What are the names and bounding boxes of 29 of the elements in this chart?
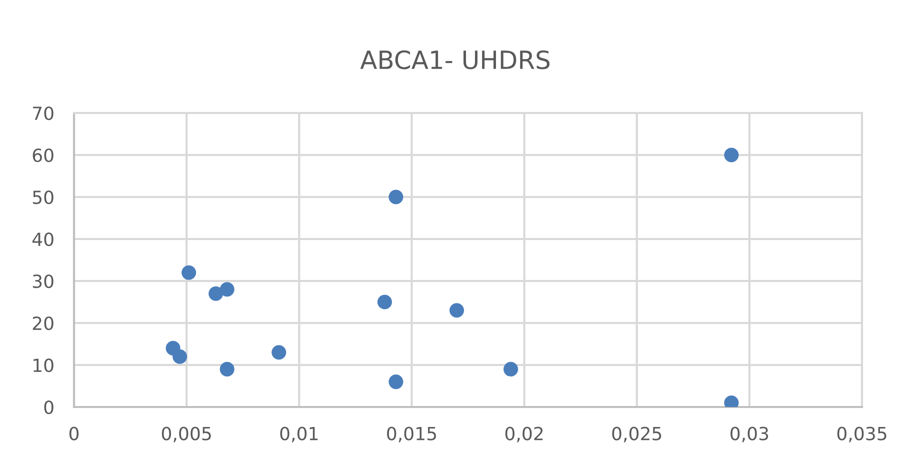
y-tick-label: 20 (32, 316, 54, 330)
x-tick-label: 0,01 (280, 426, 318, 442)
point (172, 349, 188, 364)
y-tick-label: 30 (32, 274, 54, 288)
chart-title: ABCA1- UHDRS (360, 50, 550, 70)
y-tick-label: 40 (32, 232, 54, 246)
x-tick-label: 0,015 (387, 426, 436, 442)
point (208, 286, 224, 301)
x-tick-label: 0,025 (612, 426, 662, 442)
x-tick-label: 0,02 (505, 426, 543, 442)
y-tick-label: 60 (32, 148, 54, 162)
point (377, 294, 392, 310)
y-tick-label: 10 (34, 358, 54, 372)
point (503, 362, 518, 376)
x-tick-label: 0,035 (837, 426, 886, 442)
y-tick-label: 50 (32, 190, 54, 204)
x-tick-label: 0,03 (730, 426, 768, 442)
y-tick-label: 70 (33, 106, 54, 120)
point (449, 303, 464, 318)
point (388, 374, 404, 390)
x-tick-label: 0 (69, 426, 79, 440)
point (272, 345, 286, 360)
point (182, 265, 196, 280)
x-tick-label: 0,005 (162, 426, 211, 442)
point (724, 148, 739, 162)
point (220, 282, 234, 297)
point (220, 362, 234, 376)
point (388, 190, 404, 204)
y-tick-label: 0 (44, 400, 54, 414)
